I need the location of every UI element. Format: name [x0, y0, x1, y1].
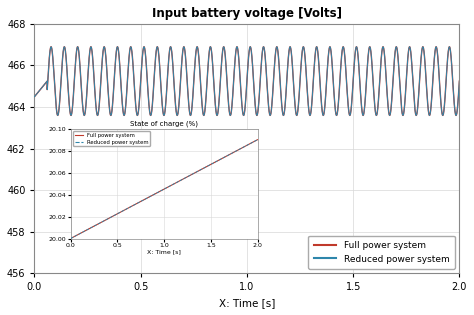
- Legend: Full power system, Reduced power system: Full power system, Reduced power system: [309, 236, 455, 269]
- X-axis label: X: Time [s]: X: Time [s]: [219, 298, 275, 308]
- Title: Input battery voltage [Volts]: Input battery voltage [Volts]: [152, 7, 342, 20]
